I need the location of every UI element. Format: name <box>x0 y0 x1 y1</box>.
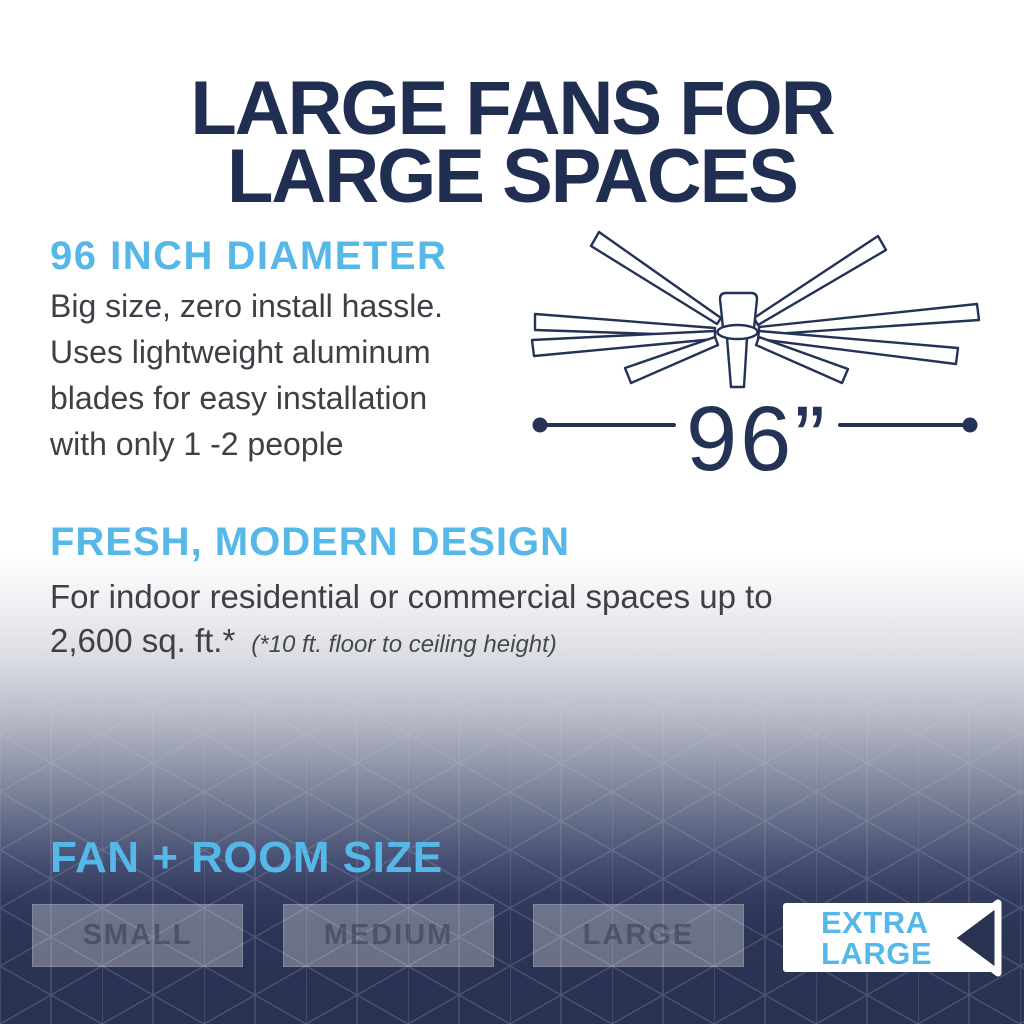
size-option-medium[interactable]: MEDIUM <box>283 904 494 967</box>
design-heading: FRESH, MODERN DESIGN <box>50 520 571 564</box>
page-title-line1: LARGE FANS FOR <box>190 65 835 151</box>
diameter-body: Big size, zero install hassle. Uses ligh… <box>50 288 444 462</box>
design-body-line1: For indoor residential or commercial spa… <box>50 578 773 615</box>
selected-arrow-icon <box>947 899 1002 976</box>
design-body-line2: 2,600 sq. ft.* (*10 ft. floor to ceiling … <box>50 622 557 660</box>
area-note: (*10 ft. floor to ceiling height) <box>251 631 557 658</box>
area-value: 2,600 sq. ft.* <box>50 622 236 659</box>
size-option-large[interactable]: LARGE <box>533 904 744 967</box>
fan-diagram: 96” <box>530 230 981 482</box>
size-option-extra-large-line1: EXTRA <box>821 904 929 940</box>
size-option-medium-label: MEDIUM <box>323 919 454 951</box>
size-option-small[interactable]: SMALL <box>32 904 243 967</box>
room-size-heading: FAN + ROOM SIZE <box>50 833 443 882</box>
dimension-line <box>532 417 978 433</box>
page-title: LARGE FANS FOR LARGE SPACES <box>0 65 1024 219</box>
ceiling-fan-icon <box>530 230 981 389</box>
size-option-extra-large-line2: LARGE <box>821 935 932 971</box>
size-option-extra-large[interactable]: EXTRA LARGE <box>783 899 1002 976</box>
size-option-small-label: SMALL <box>82 919 193 951</box>
page-title-line2: LARGE SPACES <box>226 133 799 219</box>
dimension-label: 96” <box>686 388 828 482</box>
size-option-large-label: LARGE <box>582 919 695 951</box>
diameter-heading: 96 INCH DIAMETER <box>50 234 448 278</box>
